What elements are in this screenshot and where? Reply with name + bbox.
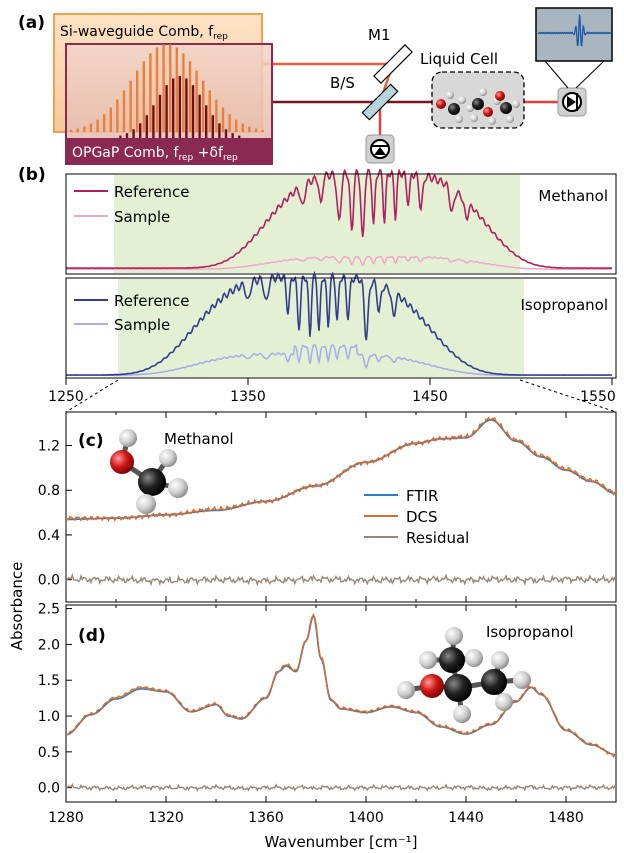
y-tick-label: 1.2 [38,439,60,455]
series-dcs-methanol [65,416,617,522]
legend-c: FTIR DCS Residual [364,487,469,547]
si-comb-label: Si-waveguide Comb, frep [60,24,228,42]
x-tick-label: 1360 [248,810,284,826]
y-tick-label: 0.0 [38,781,60,797]
isopropanol-reference-spectrum [66,271,613,376]
x-tick-label: 1480 [548,810,584,826]
panel-b: (b) Reference Sample Methanol Reference … [18,165,617,413]
mirror-label: M1 [368,26,391,44]
y-tick-label: 2.0 [38,637,60,653]
y-tick-label: 1.0 [38,709,60,725]
chart-layer: 0.0 0.4 0.8 1.2 0.0 0.5 1.0 1.5 2.0 2.5 1280 1320 13… [38,412,617,826]
x-tick-label: 1320 [148,810,184,826]
legend-methanol-sample: Sample [114,208,170,226]
panel-d-frame [65,604,617,803]
series-residual-methanol [65,572,617,587]
panel-b-top-shade [114,175,520,273]
beamsplitter-label: B/S [330,74,355,92]
x-tick-label: 1400 [348,810,384,826]
panel-d-label: (d) [78,626,106,646]
beamsplitter [361,83,399,121]
y-tick-label: 2.5 [38,602,60,618]
panel-b-x-axis: 1250 1350 1450 1550 [48,378,616,405]
cell-label: Liquid Cell [420,50,498,68]
b-tick-1550: 1550 [580,389,616,405]
y-tick-label: 0.5 [38,745,60,761]
series-dcs-isopropanol [65,612,617,758]
panel-c-frame [65,411,617,603]
mirror-m1 [373,44,413,84]
y-tick-label: 0.4 [38,528,60,544]
legend-isopropanol-sample: Sample [114,316,170,334]
panel-a: (a) Si-waveguide Comb, frep OPGaP Comb, … [18,7,613,165]
panel-b-label: (b) [18,165,46,185]
x-tick-label: 1440 [448,810,484,826]
methanol-reference-spectrum [65,168,613,270]
legend-methanol-reference: Reference [114,183,190,201]
x-tick-label: 1280 [48,810,84,826]
detector-2 [557,87,587,117]
cell-molecules-icon [436,88,520,125]
zoom-line-right [519,379,617,413]
y-tick-label: 0.0 [38,573,60,589]
methanol-sample-spectrum [66,255,612,271]
zoom-line-left [65,379,119,413]
y-axis-label: Absorbance [8,562,26,651]
isopropanol-molecule-icon [397,627,531,723]
b-tick-1250: 1250 [48,389,84,405]
methanol-label: Methanol [538,187,608,205]
legend-ftir: FTIR [406,487,438,505]
panel-c-molecule-name: Methanol [164,430,234,448]
chart-methanol: 0.0 0.4 0.8 1.2 [38,412,617,602]
detector-1 [365,134,395,164]
y-tick-label: 1.5 [38,673,60,689]
legend-dcs: DCS [406,508,438,526]
legend-residual: Residual [406,529,469,547]
chart-isopropanol: 0.0 0.5 1.0 1.5 2.0 2.5 1280 1320 1360 1400 1440 14… [38,602,617,826]
panel-c-label: (c) [78,431,104,451]
panel-d-molecule-name: Isopropanol [486,623,574,641]
y-tick-label: 0.8 [38,483,60,499]
series-residual-isopropanol [65,782,617,792]
opgap-comb-label: OPGaP Comb, frep +δfrep [72,145,238,163]
x-axis-label: Wavenumber [cm⁻¹] [265,833,418,851]
comb-teeth [70,44,264,138]
interferogram-trace [537,14,611,47]
isopropanol-label: Isopropanol [520,296,608,314]
b-tick-1350: 1350 [230,389,266,405]
methanol-molecule-icon [110,429,188,514]
legend-isopropanol-reference: Reference [114,292,190,310]
b-tick-1450: 1450 [412,389,448,405]
opgap-label-bar [66,138,272,164]
panel-a-label: (a) [18,13,45,33]
